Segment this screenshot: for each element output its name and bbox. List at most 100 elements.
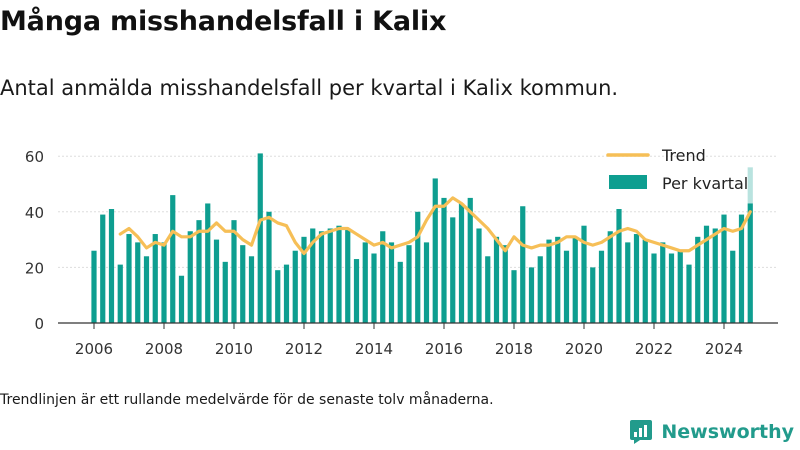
bar [423,242,430,323]
x-tick-label: 2006 [75,340,113,358]
chart-title: Många misshandelsfall i Kalix [0,6,447,37]
x-tick-label: 2016 [425,340,463,358]
bar [222,261,228,323]
y-tick-label: 40 [25,204,44,222]
bar [450,217,456,323]
bar [143,256,150,323]
bar [91,250,97,323]
bar [257,153,263,323]
bar [240,245,246,323]
bar [686,264,692,323]
bar [117,264,123,323]
bar [126,234,132,323]
x-tick-label: 2012 [285,340,323,358]
bar [703,225,710,323]
x-tick-label: 2008 [145,340,183,358]
bar [231,220,237,323]
x-tick-label: 2024 [705,340,743,358]
bar [668,253,675,323]
bar [318,231,325,323]
legend-bar-label: Per kvartal [662,174,748,193]
bar [511,270,517,323]
bar [170,195,176,323]
y-tick-label: 0 [34,315,44,333]
bar [415,211,421,323]
bar [248,256,255,323]
x-tick-label: 2010 [215,340,253,358]
bar [406,245,412,323]
bar [528,267,535,323]
bar [301,236,307,323]
bar [712,228,718,323]
x-tick-label: 2020 [565,340,603,358]
bar [388,242,395,323]
bar [441,197,447,323]
bar [695,236,701,323]
bar [590,267,596,323]
bar [502,245,508,323]
bar [633,234,640,323]
bar [555,236,561,323]
bar [572,236,578,323]
bar [721,214,727,323]
bar [493,236,500,323]
bar [485,256,491,323]
bar [213,239,220,323]
bar [730,250,736,323]
brand-name: Newsworthy [661,421,794,443]
bar [275,270,281,323]
bar [432,178,438,323]
bar [607,231,613,323]
bar [266,211,272,323]
bar [747,203,753,323]
legend-trend-label: Trend [661,146,706,165]
bar [563,250,570,323]
bar [196,220,202,323]
legend-bar-swatch [609,175,647,189]
bar [738,214,745,323]
bar [187,231,193,323]
chart-subtitle: Antal anmälda misshandelsfall per kvarta… [0,76,619,100]
brand-logo: Newsworthy [629,419,794,445]
y-tick-label: 60 [25,148,44,166]
bar [371,253,377,323]
bar [651,253,657,323]
bar [336,225,342,323]
bar [677,250,683,323]
bar [616,209,622,323]
bar [353,259,360,323]
trend-line [118,196,752,256]
bar [546,239,552,323]
bar [108,209,115,323]
bar [467,197,473,323]
bar [205,203,211,323]
bar [642,239,648,323]
newsworthy-logo-icon [630,420,653,444]
bar [345,228,351,323]
bar [458,203,465,323]
bar [581,225,587,323]
bar [152,234,158,323]
bar [135,242,141,323]
bar [625,242,631,323]
bar [178,275,185,323]
x-tick-label: 2022 [635,340,673,358]
bar [161,242,167,323]
bar-projected [747,167,753,204]
bar [660,242,666,323]
bar [476,228,482,323]
bar [598,250,605,323]
bar [283,264,290,323]
chart-area: 0 20 40 60 2006 2008 2010 2012 2014 2016 2018 2020 2… [25,146,778,358]
bar [327,228,333,323]
x-tick-label: 2014 [355,340,393,358]
bar [397,261,403,323]
bar [292,250,298,323]
y-tick-label: 20 [25,259,44,277]
footnote: Trendlinjen är ett rullande medelvärde f… [0,392,494,408]
bar [100,214,106,323]
bar [362,242,368,323]
bar [520,206,526,323]
bar [310,228,316,323]
bar [380,231,386,323]
